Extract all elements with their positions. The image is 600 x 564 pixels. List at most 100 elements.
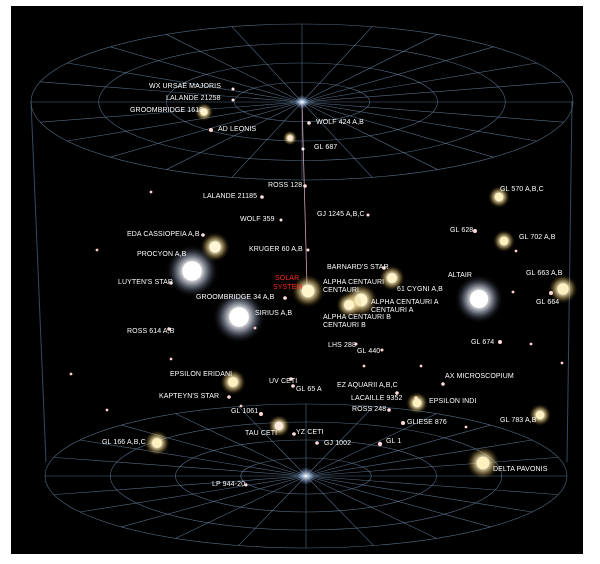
star-dot — [291, 384, 295, 388]
grid-spoke — [175, 413, 307, 477]
star-label: GLIESE 876 — [407, 419, 447, 426]
star-dot — [441, 382, 445, 386]
star-core — [412, 398, 422, 408]
star-dot — [387, 408, 391, 412]
star-label: EPSILON INDI — [429, 398, 477, 405]
star-dot — [209, 128, 213, 132]
star-dot — [279, 218, 283, 222]
star-label: EPSILON ERIDANI — [170, 371, 232, 378]
star-label: EZ AQUARII A,B,C — [337, 382, 398, 389]
star-dot — [307, 121, 311, 125]
grid-spoke — [301, 101, 537, 142]
star-core — [469, 289, 489, 309]
star-label: AD LEONIS — [218, 126, 256, 133]
star-label: DELTA PAVONIS — [493, 466, 548, 473]
background-star — [69, 372, 73, 376]
grid-spoke — [301, 26, 373, 103]
star-label: WOLF 424 A,B — [316, 119, 364, 126]
star-label: ROSS 614 A,B — [127, 328, 175, 335]
grid-spoke — [231, 101, 303, 178]
star-dot — [289, 377, 293, 381]
star-dot — [498, 340, 502, 344]
background-star — [253, 326, 257, 330]
star-label: UV CETI — [269, 378, 297, 385]
star-dot — [380, 348, 384, 352]
grid-spoke — [301, 34, 438, 103]
star-dot — [283, 296, 287, 300]
star-dot — [315, 441, 319, 445]
star-dot — [167, 327, 171, 331]
cylinder-left-edge — [30, 100, 47, 463]
star-dot — [292, 432, 296, 436]
star-dot — [395, 391, 399, 395]
axis-line — [301, 101, 308, 287]
star-label: BARNARD'S STAR — [327, 264, 389, 271]
label-layer: WX URSAE MAJORIS LALANDE 21258 GROOMBRIDGE… — [102, 83, 563, 488]
star-label: GL 674 — [471, 339, 494, 346]
star-dot — [366, 213, 370, 217]
grid-spoke — [301, 62, 537, 103]
top-grid-disc — [30, 23, 574, 181]
grid-spoke — [40, 81, 303, 103]
star-dot — [231, 87, 235, 91]
grid-spoke — [231, 26, 303, 103]
star-label: GJ 1245 A,B,C — [317, 211, 365, 218]
star-core — [557, 283, 569, 295]
star-core — [387, 273, 397, 283]
star-dot — [549, 291, 553, 295]
star-label: KRUGER 60 A,B — [249, 246, 303, 253]
alpha-centauri-label-line2: CENTAURI — [323, 287, 359, 294]
star-dot — [377, 441, 383, 447]
grid-spoke — [305, 439, 533, 477]
star-map-svg: WX URSAE MAJORIS LALANDE 21258 GROOMBRIDGE… — [30, 23, 579, 549]
grid-spoke — [53, 475, 307, 495]
grid-spoke — [305, 475, 559, 495]
star-core — [344, 300, 354, 310]
star-label: AX MICROSCOPIUM — [445, 373, 514, 380]
star-dot — [259, 412, 263, 416]
star-dot — [303, 184, 307, 188]
grid-spoke — [305, 457, 559, 477]
star-label: ALPHA CENTAURI A — [371, 299, 439, 306]
star-dot — [260, 195, 264, 199]
star-label: GROOMBRIDGE 34 A,B — [196, 294, 275, 301]
grid-spoke — [305, 475, 491, 528]
background-star — [239, 404, 243, 408]
star-label: ALTAIR — [448, 272, 472, 279]
background-star — [529, 342, 533, 346]
grid-spoke — [40, 101, 303, 123]
background-star — [514, 249, 518, 253]
bottom-hub — [297, 467, 315, 485]
star-label: GL 440 — [357, 348, 380, 355]
star-core — [301, 284, 315, 298]
grid-spoke — [305, 475, 437, 539]
star-dot — [306, 248, 310, 252]
solar-system-label-line1: SOLAR — [275, 275, 299, 282]
star-label: ROSS 128 — [268, 182, 302, 189]
star-label: ALPHA CENTAURI B — [323, 314, 391, 321]
star-map-canvas: WX URSAE MAJORIS LALANDE 21258 GROOMBRIDGE… — [11, 6, 583, 554]
star-label: ROSS 248 — [352, 406, 386, 413]
background-star — [95, 248, 99, 252]
star-label: GL 628 — [450, 227, 473, 234]
star-label: YZ CETI — [296, 429, 324, 436]
grid-spoke — [301, 101, 564, 123]
grid-spoke — [305, 413, 437, 477]
background-star — [105, 408, 109, 412]
star-label: GL 166 A,B,C — [102, 439, 146, 446]
star-dot — [473, 229, 477, 233]
background-star — [511, 290, 515, 294]
grid-spoke — [305, 424, 491, 477]
grid-spoke — [79, 475, 307, 513]
star-label: LP 944-20 — [212, 481, 245, 488]
top-hub — [295, 95, 309, 109]
grid-spoke — [301, 101, 373, 178]
star-core — [535, 410, 545, 420]
star-dot — [244, 483, 248, 487]
grid-spoke — [305, 406, 374, 477]
star-label: LUYTEN'S STAR — [118, 279, 173, 286]
star-core — [182, 261, 202, 281]
grid-spoke — [301, 81, 564, 103]
grid-spoke — [305, 475, 533, 513]
grid-spoke — [166, 101, 303, 170]
